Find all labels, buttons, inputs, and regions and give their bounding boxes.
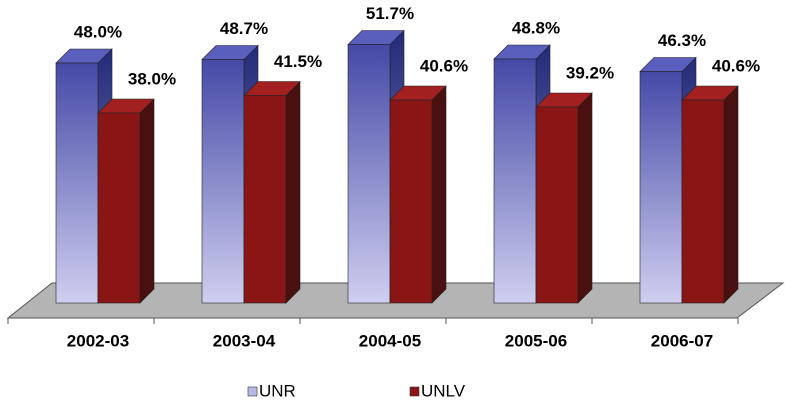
value-label: 46.3% bbox=[658, 31, 706, 50]
legend-swatch bbox=[409, 386, 420, 397]
value-label: 40.6% bbox=[712, 56, 760, 75]
value-label: 39.2% bbox=[566, 63, 614, 82]
value-label: 38.0% bbox=[128, 69, 176, 88]
value-label: 41.5% bbox=[274, 52, 322, 71]
legend-label: UNR bbox=[259, 381, 296, 400]
bar-side bbox=[723, 85, 739, 304]
bar bbox=[639, 71, 683, 304]
legend-label: UNLV bbox=[421, 381, 466, 400]
x-tick-label: 2003-04 bbox=[213, 331, 276, 350]
bar bbox=[201, 59, 245, 304]
bar-side bbox=[431, 85, 447, 304]
x-tick-label: 2002-03 bbox=[67, 331, 129, 350]
bar bbox=[97, 112, 141, 304]
x-tick-label: 2006-07 bbox=[651, 331, 713, 350]
x-tick-label: 2005-06 bbox=[505, 331, 567, 350]
bar bbox=[347, 44, 391, 304]
value-label: 48.7% bbox=[220, 19, 268, 38]
bar bbox=[55, 62, 99, 304]
legend-swatch bbox=[247, 386, 258, 397]
value-label: 48.8% bbox=[512, 18, 560, 37]
bar bbox=[389, 99, 433, 304]
bar-side bbox=[577, 92, 593, 304]
x-tick-label: 2004-05 bbox=[359, 331, 421, 350]
bar-side bbox=[139, 98, 155, 304]
bar bbox=[681, 99, 725, 304]
value-label: 48.0% bbox=[74, 22, 122, 41]
bar bbox=[243, 95, 287, 304]
bar-side bbox=[285, 80, 301, 304]
bar bbox=[493, 58, 537, 304]
value-label: 51.7% bbox=[366, 4, 414, 23]
value-label: 40.6% bbox=[420, 56, 468, 75]
bar bbox=[535, 106, 579, 304]
